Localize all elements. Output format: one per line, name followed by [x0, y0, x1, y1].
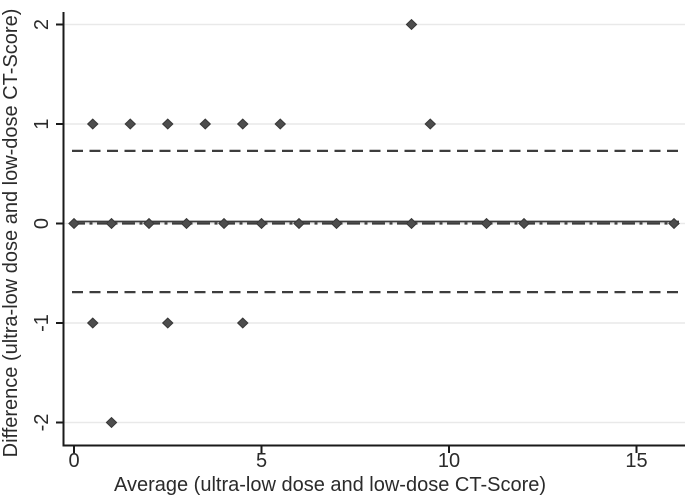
y-axis-title: Difference (ultra-low dose and low-dose … [0, 9, 22, 458]
data-point [161, 317, 174, 329]
reference-lines [72, 149, 679, 294]
data-point [68, 217, 80, 230]
data-point [199, 118, 212, 130]
data-point [255, 217, 268, 230]
data-point [480, 217, 493, 230]
data-point [180, 217, 193, 230]
data-point [236, 118, 249, 130]
data-point [86, 118, 99, 130]
data-point [330, 217, 343, 230]
data-point [293, 217, 305, 230]
data-point [161, 118, 174, 130]
data-point [86, 317, 99, 329]
x-tick-label: 0 [68, 450, 79, 472]
data-point [143, 217, 155, 230]
data-point [518, 217, 530, 230]
data-point [405, 217, 418, 230]
data-point [424, 118, 437, 130]
data-point [274, 118, 287, 130]
x-axis-title: Average (ultra-low dose and low-dose CT-… [114, 474, 546, 496]
data-point [218, 217, 230, 230]
y-tick-label: 1 [31, 118, 53, 129]
data-point [405, 18, 418, 31]
data-point [124, 118, 137, 130]
axes [62, 12, 685, 447]
data-point [105, 416, 118, 429]
x-tick-label: 5 [256, 450, 267, 472]
data-points [68, 18, 680, 429]
data-point [236, 317, 249, 329]
data-point [668, 217, 680, 230]
y-tick-label: 0 [31, 218, 53, 229]
x-tick-label: 15 [625, 450, 647, 472]
x-tick-label: 10 [438, 450, 460, 472]
tick-labels: -2 -1 0 1 2 0 5 10 15 [31, 19, 648, 472]
data-point [105, 217, 118, 230]
y-tick-label: -2 [31, 414, 53, 432]
y-tick-label: -1 [31, 314, 53, 332]
y-tick-label: 2 [31, 19, 53, 30]
tick-marks [56, 23, 638, 453]
